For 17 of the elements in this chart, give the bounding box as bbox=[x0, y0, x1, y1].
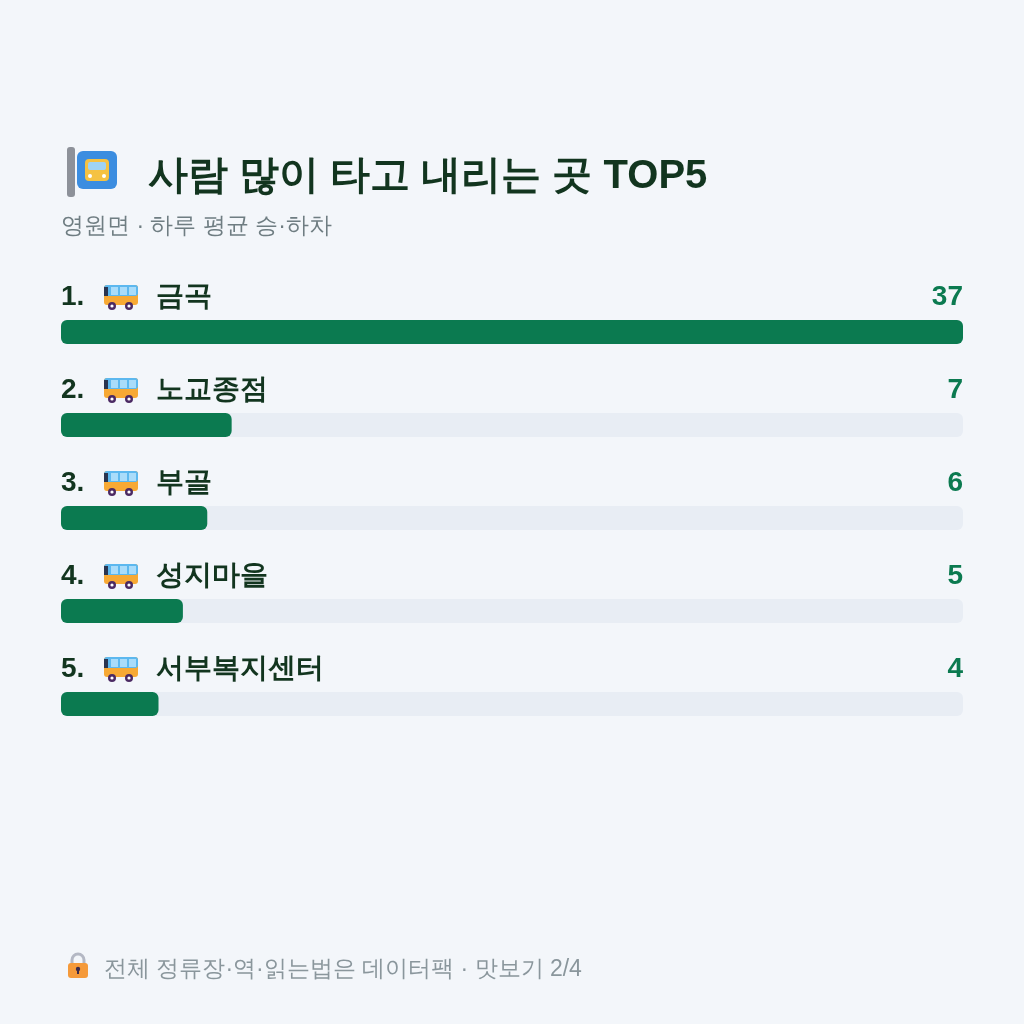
category-label: 1. 금곡 bbox=[61, 280, 212, 311]
category-label: 2. 노교종점 bbox=[61, 373, 268, 404]
text: 전체 정류장·역·읽는법은 데이터팩 · 맛보기 2/4 bbox=[104, 955, 583, 981]
chart-title: 사람 많이 타고 내리는 곳 TOP5 bbox=[148, 152, 708, 196]
category-label: 4. 성지마을 bbox=[61, 559, 268, 590]
chart-subtitle: 영원면 · 하루 평균 승·하차 bbox=[61, 212, 332, 238]
bar bbox=[61, 413, 232, 437]
category-label: 3. 부골 bbox=[61, 466, 212, 497]
data-label: 4 bbox=[947, 652, 964, 683]
bar bbox=[61, 692, 159, 716]
data-label: 7 bbox=[947, 373, 963, 404]
data-label: 6 bbox=[947, 466, 963, 497]
data-label: 5 bbox=[947, 559, 963, 590]
bar bbox=[61, 599, 183, 623]
category-label: 5. 서부복지센터 bbox=[61, 652, 324, 683]
data-label: 37 bbox=[931, 280, 963, 311]
bar bbox=[61, 506, 208, 530]
